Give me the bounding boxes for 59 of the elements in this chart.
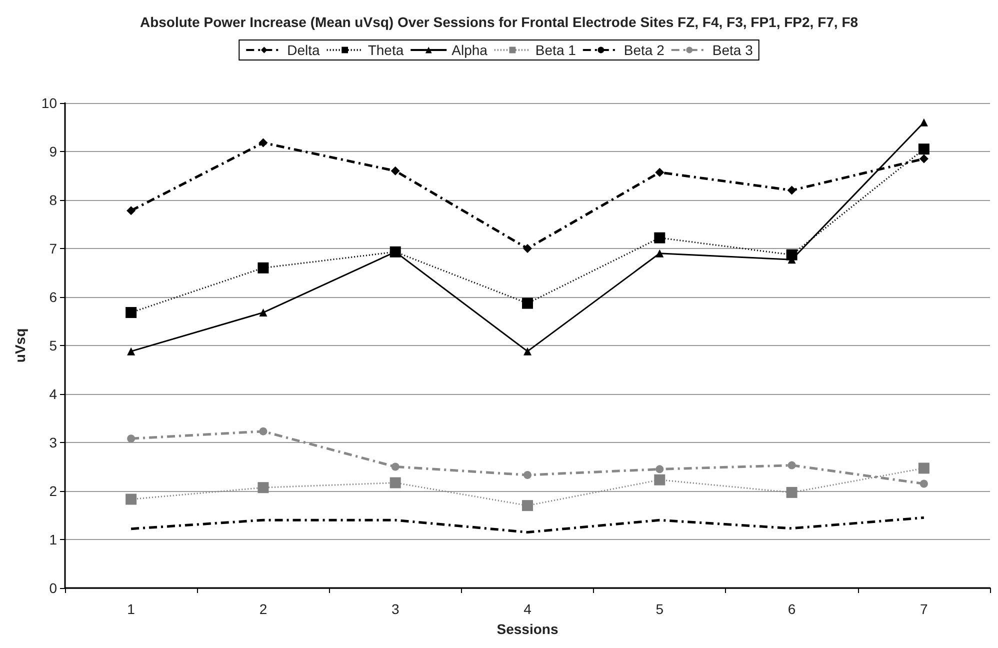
point [390,166,400,176]
point [258,138,268,148]
point [524,347,532,356]
point [920,480,928,488]
point [258,482,269,494]
x-tick-label: 3 [391,601,400,617]
point [654,474,666,486]
y-tick-label: 7 [49,240,58,256]
legend-label: Delta [287,42,320,58]
point [919,154,928,164]
point [787,186,796,195]
point [654,232,666,244]
x-tick-label: 1 [127,601,136,617]
point [259,308,268,317]
point [522,298,533,309]
point [523,244,532,253]
point [127,347,136,356]
point [524,470,532,479]
x-tick-label: 2 [259,601,268,617]
y-tick-label: 5 [49,338,58,354]
point [786,486,798,498]
y-tick-label: 3 [49,434,58,450]
y-tick-label: 0 [49,580,58,596]
point [656,465,664,474]
y-tick-label: 10 [41,95,58,111]
point [126,494,137,505]
x-tick-label: 6 [788,601,796,617]
y-tick-label: 2 [49,483,58,499]
x-axis-title: Sessions [496,621,558,637]
point [127,434,136,443]
point [126,206,136,216]
y-tick-label: 6 [49,289,58,305]
point [522,500,533,512]
x-tick-label: 5 [656,601,664,617]
line-series [130,516,926,534]
legend-label: Beta 2 [624,42,665,58]
point [655,168,664,177]
x-tick-label: 4 [524,601,532,617]
point [390,477,401,488]
point [391,462,400,471]
y-tick-label: 4 [49,386,58,402]
x-tick-label: 7 [920,601,928,617]
point [918,462,930,474]
point [259,427,268,436]
legend-label: Theta [368,42,404,58]
point [126,307,137,318]
y-tick-label: 1 [49,532,58,548]
legend-label: Beta 3 [712,42,754,58]
point [788,461,796,470]
point [258,262,269,274]
legend-label: Beta 1 [535,42,576,58]
chart-title: Absolute Power Increase (Mean uVsq) Over Sessions for Frontal Electrode Sites FZ, F4, F3, FP1, FP2, F7, F8 [140,14,858,30]
legend-label: Alpha [452,42,488,58]
y-tick-label: 9 [49,144,58,160]
point [918,144,930,155]
point [920,118,928,126]
y-tick-label: 8 [49,192,58,208]
point [656,249,664,258]
y-axis-title: uVsq [12,328,28,363]
